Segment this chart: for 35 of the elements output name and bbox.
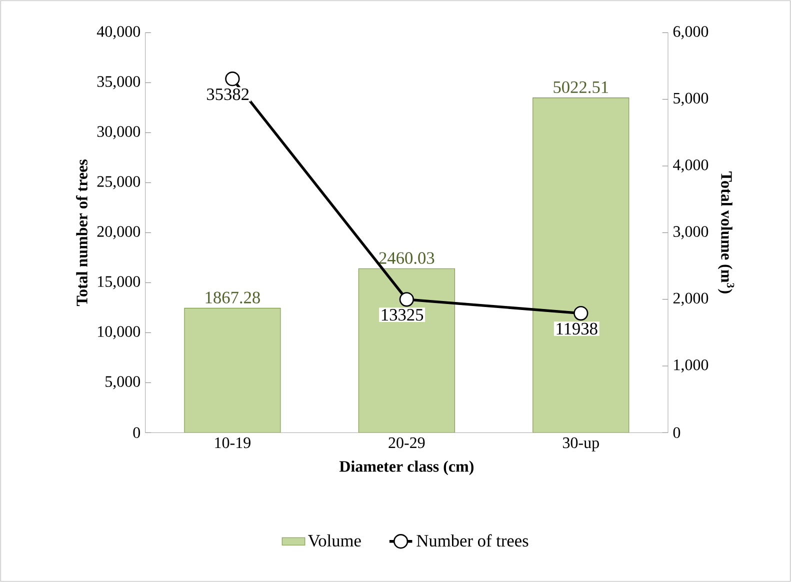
legend-label: Number of trees (416, 534, 528, 547)
y2-tick-label: 2,000 (673, 292, 708, 306)
y-tick-label: 15,000 (98, 276, 140, 290)
bar (532, 98, 630, 433)
y2-tick-label: 0 (673, 427, 680, 438)
legend-label: Volume (308, 534, 361, 547)
x-tick-label: 10-19 (215, 437, 250, 448)
y2-tick-label: 3,000 (673, 226, 708, 240)
x-axis-title: Diameter class (cm) (339, 460, 474, 476)
point (574, 306, 588, 321)
y2-tick-label: 5,000 (674, 92, 708, 106)
data-label: 11938 (556, 322, 598, 335)
data-label: 5022.51 (554, 81, 608, 94)
y-tick-label: 35,000 (97, 76, 140, 90)
y-tick-label: 30,000 (97, 126, 140, 140)
x-tick-label: 20-29 (388, 437, 425, 448)
y-tick-label: 0 (133, 427, 140, 438)
bar (184, 308, 281, 433)
y-tick-label: 20,000 (97, 226, 140, 240)
data-label: 35382 (207, 88, 249, 100)
bar (358, 268, 455, 433)
data-label: 2460.03 (379, 252, 434, 264)
y-tick-label: 10,000 (98, 326, 140, 340)
x-tick-label: 30-up (563, 437, 599, 452)
y2-tick-label: 1,000 (674, 359, 708, 373)
y2-tick-label: 6,000 (673, 26, 708, 40)
y2-axis-title: Total volume (m$^{3}$) (718, 172, 734, 294)
y-tick-label: 25,000 (97, 176, 140, 190)
data-label: 1867.28 (206, 292, 260, 304)
y-axis-title: Total number of trees (76, 159, 88, 306)
y-tick-label: 40,000 (96, 26, 140, 40)
y2-tick-label: 4,000 (673, 159, 708, 173)
point (399, 292, 414, 307)
y-tick-label: 5,000 (106, 376, 140, 390)
data-label: 13325 (382, 309, 424, 321)
